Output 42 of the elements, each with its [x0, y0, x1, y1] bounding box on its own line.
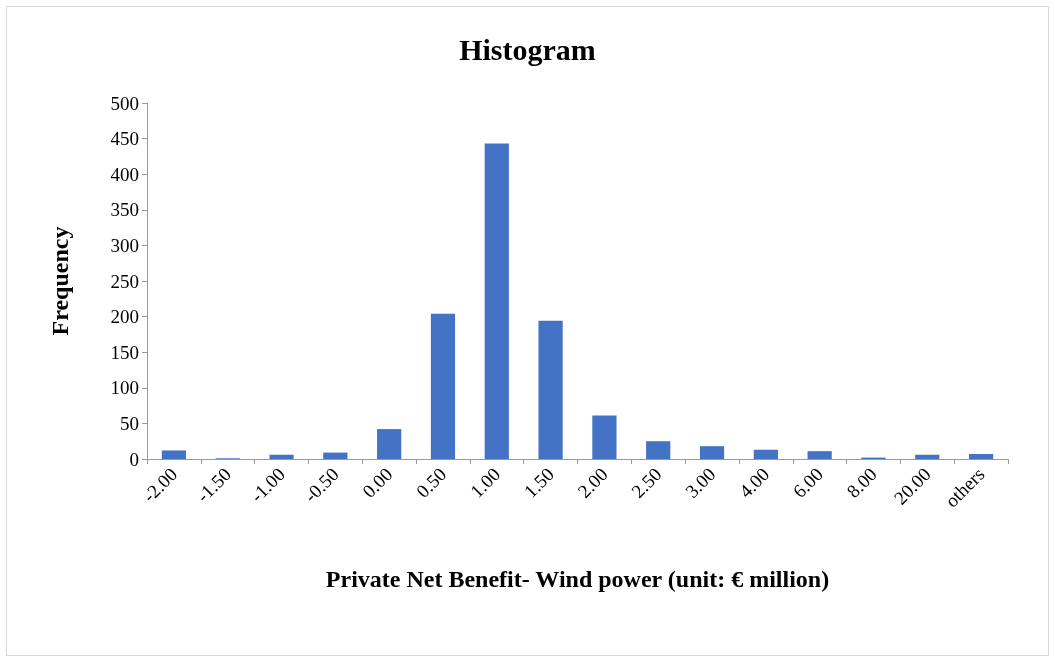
x-tick-label: 1.50 — [519, 463, 559, 502]
x-tick-label: -2.00 — [138, 463, 182, 507]
y-tick-label: 400 — [110, 163, 139, 185]
x-tick-label: 4.00 — [734, 463, 774, 502]
y-tick-label: 200 — [110, 306, 139, 328]
y-tick-label: 450 — [110, 128, 139, 150]
y-axis-title: Frequency — [47, 226, 73, 336]
y-tick-label: 300 — [110, 234, 139, 256]
bar — [753, 449, 778, 459]
bar — [430, 313, 456, 459]
bar — [699, 446, 725, 459]
bar — [323, 452, 348, 459]
bar — [269, 454, 294, 459]
bar — [377, 429, 402, 459]
bar — [807, 451, 832, 459]
x-axis-title: Private Net Benefit- Wind power (unit: € million) — [325, 566, 830, 592]
bar — [538, 320, 563, 459]
bar — [915, 454, 940, 459]
x-tick-label: 0.50 — [412, 463, 451, 502]
y-tick-label: 0 — [129, 448, 139, 470]
bar — [592, 415, 617, 459]
y-tick-label: 100 — [110, 377, 139, 399]
bar — [646, 441, 671, 459]
y-tick-label: 350 — [110, 199, 139, 221]
x-tick-label: -1.50 — [192, 463, 236, 507]
x-tick-label: 8.00 — [842, 463, 881, 502]
x-tick-label: 1.00 — [465, 463, 505, 502]
x-tick-label: 2.50 — [627, 463, 666, 502]
x-tick-label: 6.00 — [788, 463, 828, 502]
x-tick-label: -0.50 — [299, 463, 343, 507]
y-tick-label: 250 — [110, 270, 139, 292]
y-tick-label: 50 — [120, 412, 139, 434]
bar — [161, 450, 187, 459]
x-tick-label: 2.00 — [573, 463, 612, 502]
bar — [968, 454, 994, 459]
y-tick-label: 150 — [110, 341, 139, 363]
bar — [484, 143, 509, 459]
chart-title: Histogram — [459, 32, 596, 66]
x-tick-label: 0.00 — [358, 463, 397, 502]
x-tick-label: -1.00 — [246, 463, 289, 507]
y-tick-label: 500 — [110, 92, 139, 114]
x-tick-label: 3.00 — [681, 463, 720, 502]
